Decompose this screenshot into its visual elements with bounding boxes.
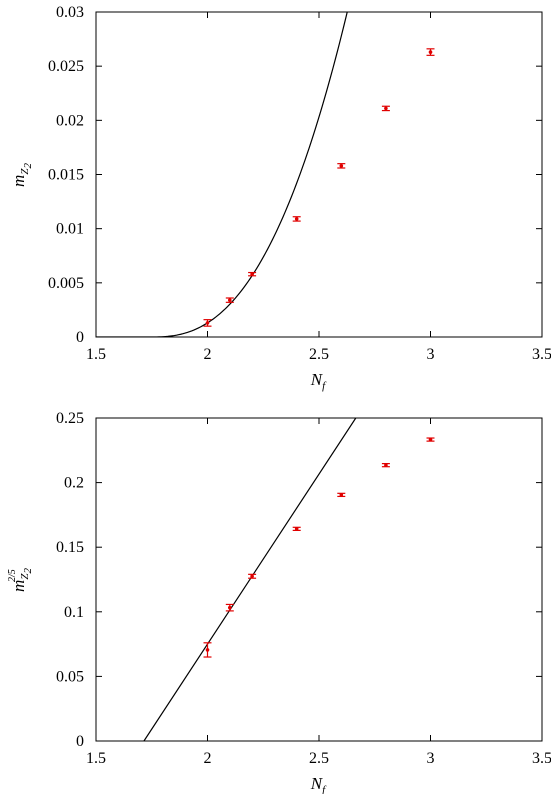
y-tick-label: 0.1	[64, 604, 84, 621]
point-marker	[339, 164, 344, 168]
y-axis-label-sub: Z	[19, 573, 31, 580]
fit-curve	[96, 12, 348, 337]
data-point	[225, 297, 234, 303]
x-tick-label: 3	[427, 750, 435, 767]
y-tick-label: 0.02	[56, 112, 84, 129]
data-point	[426, 437, 435, 442]
point-marker	[294, 217, 299, 221]
x-tick-label: 2.5	[309, 346, 329, 363]
data-point	[248, 573, 257, 579]
y-axis-label-text: mZ22/5	[7, 568, 34, 592]
x-tick-label: 1.5	[86, 750, 106, 767]
point-marker	[205, 321, 210, 325]
data-point	[337, 163, 346, 169]
y-axis-label-subsub: 2	[22, 568, 34, 574]
data-point	[292, 216, 301, 222]
point-marker	[294, 527, 299, 531]
y-tick-label: 0.03	[56, 4, 84, 21]
point-marker	[428, 437, 433, 442]
point-marker	[228, 605, 232, 610]
data-point	[381, 463, 390, 468]
y-tick-label: 0.25	[56, 410, 84, 427]
data-point	[203, 642, 212, 658]
data-point	[426, 48, 435, 56]
point-marker	[339, 493, 344, 497]
fit-curve	[143, 418, 357, 741]
y-tick-label: 0.015	[48, 167, 84, 184]
y-tick-label: 0.025	[48, 58, 84, 75]
point-marker	[384, 463, 388, 467]
point-marker	[250, 272, 254, 276]
x-tick-label: 2	[204, 346, 212, 363]
x-tick-label: 3	[427, 346, 435, 363]
y-tick-label: 0.01	[56, 221, 84, 238]
point-marker	[250, 574, 254, 579]
x-axis-label-sub: f	[322, 380, 327, 392]
top-chart: 1.5 2 2.5 3 3.5 0 0.005 0.01 0.015 0.02 0.025 0.03 N…	[9, 4, 551, 392]
data-point	[225, 603, 234, 612]
x-axis-label: Nf	[310, 774, 327, 794]
point-marker	[384, 106, 388, 111]
x-tick-label: 3.5	[532, 346, 551, 363]
x-tick-label: 2	[204, 750, 212, 767]
plot-frame	[95, 417, 543, 742]
y-tick-label: 0.05	[56, 668, 84, 685]
y-axis-label: mZ22/5	[7, 568, 34, 592]
y-axis-label-subsub: 2	[22, 163, 34, 169]
y-tick-label: 0	[76, 733, 84, 750]
x-tick-label: 1.5	[86, 346, 106, 363]
data-point	[292, 526, 301, 532]
point-marker	[228, 298, 232, 302]
y-tick-label: 0.005	[48, 275, 84, 292]
data-point	[337, 492, 346, 498]
y-axis-label-sup: 2/5	[7, 569, 18, 582]
x-tick-label: 3.5	[532, 750, 551, 767]
y-tick-label: 0	[76, 329, 84, 346]
x-axis-label: Nf	[310, 370, 327, 392]
x-tick-label: 2.5	[309, 750, 329, 767]
point-marker	[428, 50, 433, 54]
y-axis-label: mZ2	[9, 163, 34, 187]
point-marker	[205, 648, 210, 652]
plot-frame	[95, 11, 543, 338]
data-point	[203, 319, 212, 327]
data-point	[381, 105, 390, 112]
y-tick-label: 0.15	[56, 539, 84, 556]
y-axis-label-text: mZ2	[9, 163, 34, 187]
y-axis-label-sub: Z	[19, 168, 31, 175]
y-tick-label: 0.2	[64, 475, 84, 492]
x-axis-label-sub: f	[322, 784, 327, 794]
data-point	[248, 271, 257, 277]
